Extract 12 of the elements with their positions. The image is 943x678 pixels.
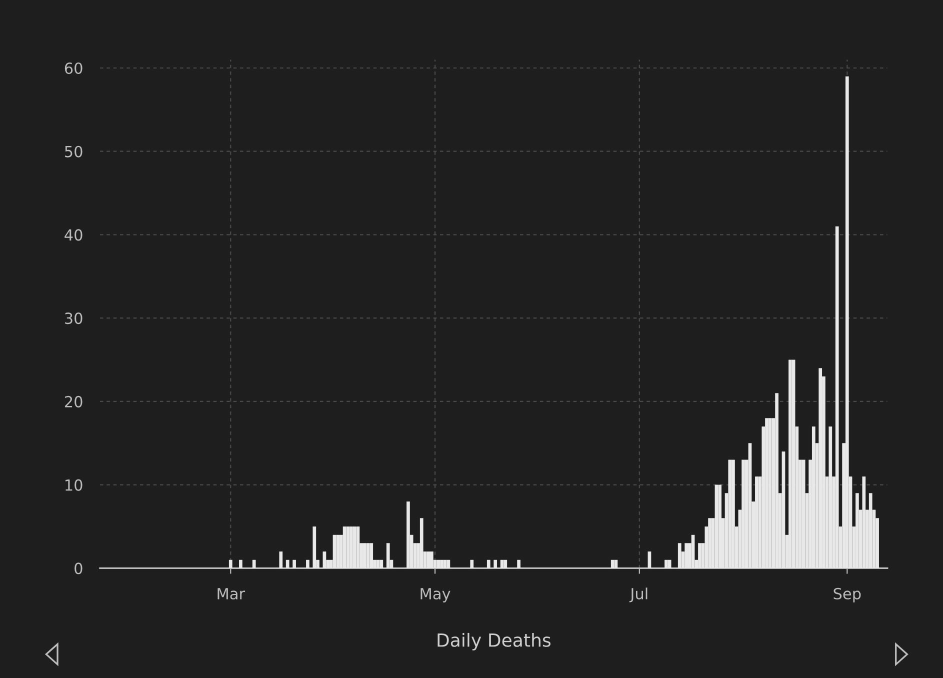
x-tick-label: Jul — [629, 588, 648, 602]
x-axis-title: Daily Deaths — [438, 632, 550, 650]
y-tick-label: 30 — [65, 312, 82, 324]
y-tick-label: 10 — [66, 479, 82, 491]
y-tick-label: 60 — [64, 62, 82, 74]
x-tick-label: Sep — [834, 588, 861, 602]
y-tick-label: 40 — [64, 229, 82, 241]
y-tick-label: 20 — [64, 396, 82, 408]
x-tick-label: May — [420, 588, 450, 602]
y-tick-label: 50 — [65, 146, 82, 158]
y-tick-label: 0 — [74, 562, 82, 574]
x-tick-label: Mar — [218, 588, 246, 600]
